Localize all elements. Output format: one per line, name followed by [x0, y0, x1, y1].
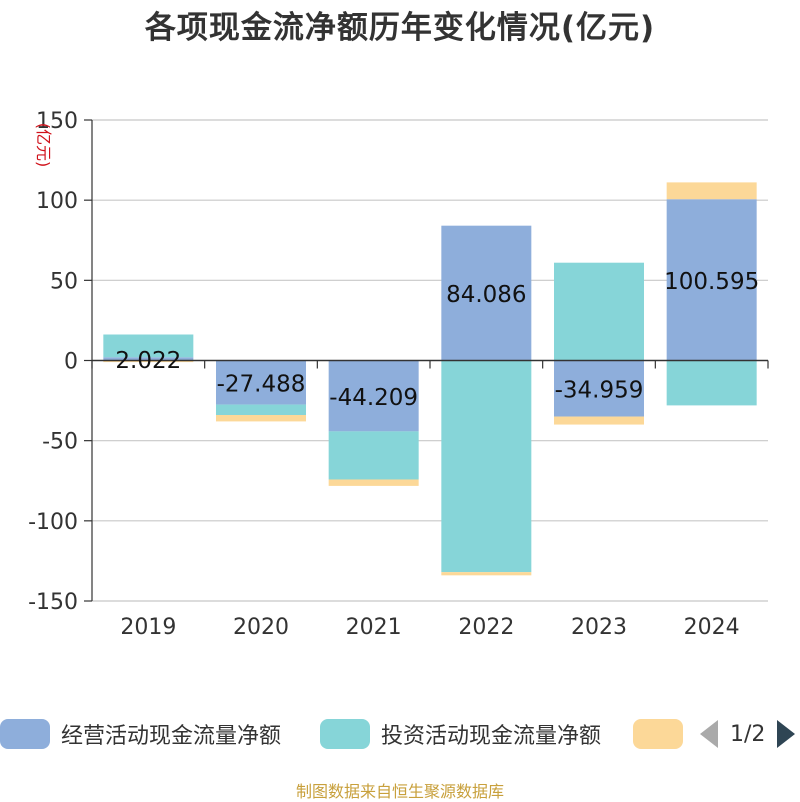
x-tick-label: 2023 — [571, 615, 627, 640]
y-tick-label: -50 — [42, 430, 78, 455]
bar-2023-series-1[interactable] — [554, 262, 644, 361]
x-tick-label: 2022 — [458, 615, 514, 640]
data-label-2022: 84.086 — [446, 282, 526, 308]
data-label-2024: 100.595 — [664, 269, 759, 295]
bar-2019-series-2[interactable] — [103, 360, 194, 363]
y-tick-label: 50 — [50, 269, 78, 294]
bar-2024-series-0[interactable] — [666, 199, 757, 361]
legend-item-financing[interactable] — [633, 716, 683, 752]
pager-next-icon[interactable] — [777, 720, 796, 748]
data-label-2023: -34.959 — [555, 378, 644, 404]
legend-label-investing: 投资活动现金流量净额 — [381, 724, 602, 749]
bar-2020-series-2[interactable] — [216, 414, 306, 422]
y-axis-unit-label: (亿元) — [34, 123, 53, 168]
axes: -150 -100 -50 0 50 100 150 2019 2020 2021 2022 2023… — [28, 109, 769, 640]
legend-item-investing[interactable]: 投资活动现金流量净额 — [320, 716, 601, 752]
x-tick-label: 2024 — [684, 615, 740, 640]
pager-prev-icon[interactable] — [700, 720, 718, 748]
legend-swatch-operating — [0, 719, 50, 749]
grid-lines — [92, 119, 768, 602]
bars — [103, 182, 757, 576]
x-tick-label: 2021 — [346, 615, 402, 640]
bar-2019-series-0[interactable] — [103, 357, 194, 361]
legend-pager: 1/2 — [700, 716, 796, 752]
y-tick-label: 100 — [36, 189, 78, 214]
y-tick-label: 150 — [36, 109, 78, 134]
data-labels: 2.022 -27.488 -44.209 84.086 -34.959 100.595 — [115, 269, 759, 411]
y-tick-label: 0 — [64, 350, 78, 375]
bar-2019-series-1[interactable] — [103, 334, 194, 358]
legend: 经营活动现金流量净额 投资活动现金流量净额 — [0, 716, 800, 756]
bar-2022-series-1[interactable] — [441, 360, 532, 573]
legend-item-operating[interactable]: 经营活动现金流量净额 — [0, 716, 281, 752]
pager-text: 1/2 — [730, 721, 766, 747]
legend-swatch-financing — [633, 719, 683, 749]
bar-chart: -150 -100 -50 0 50 100 150 2019 2020 2021 2022 2023… — [28, 109, 769, 640]
y-tick-label: -100 — [28, 510, 78, 535]
chart-title: 各项现金流净额历年变化情况(亿元) — [144, 10, 656, 46]
x-tick-label: 2019 — [120, 615, 176, 640]
bar-2020-series-0[interactable] — [216, 360, 306, 405]
bar-2024-series-2[interactable] — [666, 182, 757, 200]
bar-2023-series-2[interactable] — [554, 416, 644, 425]
x-tick-label: 2020 — [233, 615, 289, 640]
bar-2021-series-2[interactable] — [328, 479, 419, 486]
bar-2024-series-1[interactable] — [666, 360, 757, 406]
data-label-2019: 2.022 — [115, 348, 181, 374]
bar-2021-series-1[interactable] — [328, 431, 419, 480]
data-label-2020: -27.488 — [217, 372, 306, 398]
bar-2022-series-2[interactable] — [441, 572, 532, 576]
data-label-2021: -44.209 — [329, 385, 418, 411]
legend-swatch-investing — [320, 719, 370, 749]
y-tick-label: -150 — [28, 590, 78, 615]
bar-2022-series-0[interactable] — [441, 225, 532, 361]
legend-label-operating: 经营活动现金流量净额 — [61, 724, 282, 749]
bar-2023-series-0[interactable] — [554, 360, 644, 417]
bar-2020-series-1[interactable] — [216, 404, 306, 415]
bar-2021-series-0[interactable] — [328, 360, 419, 432]
source-note: 制图数据来自恒生聚源数据库 — [295, 782, 504, 801]
